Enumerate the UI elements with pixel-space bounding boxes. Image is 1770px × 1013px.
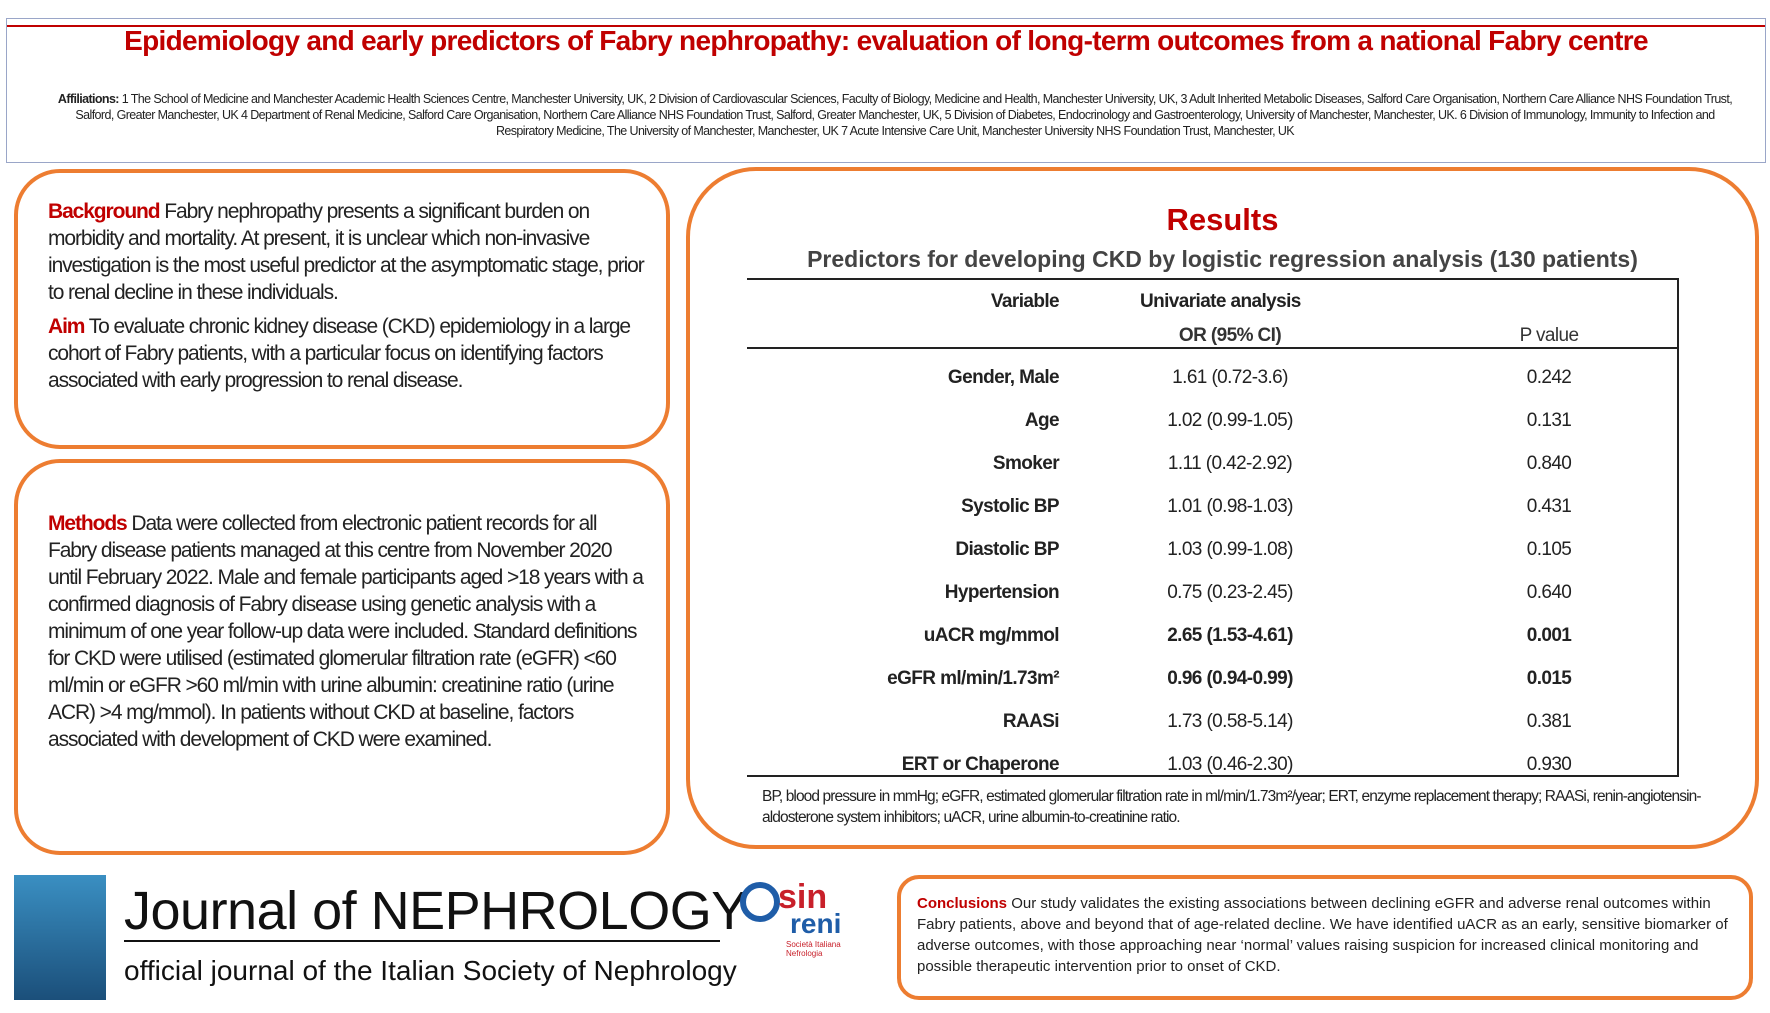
conclusions-box [897,875,1753,1000]
row-variable: uACR mg/mmol [923,625,1060,646]
logo-ring [740,882,780,922]
header-rule [747,347,1677,349]
results-box [686,167,1759,849]
background-label: Background [48,200,161,223]
row-p: 0.015 [1526,668,1572,689]
background-box [14,169,670,449]
row-variable: RAASi [1002,711,1060,732]
logo-sub: reni [790,908,842,939]
header-p: P value [1519,325,1579,346]
row-variable: Gender, Male [947,367,1060,388]
row-p: 0.381 [1526,711,1572,732]
conclusions-label: Conclusions [917,895,1008,912]
affiliations-text: 1 The School of Medicine and Manchester … [75,92,1733,138]
row-variable: Systolic BP [961,496,1060,517]
affiliations: Affiliations: 1 The School of Medicine a… [55,91,1735,139]
methods-box [14,459,670,855]
aim-label: Aim [48,315,85,338]
header-rule [7,25,1765,27]
affiliations-label: Affiliations: [57,92,120,106]
row-or: 1.11 (0.42-2.92) [1167,453,1293,474]
conclusions-text: Our study validates the existing associa… [917,895,1728,975]
results-caption: Predictors for developing CKD by logisti… [807,246,1638,272]
row-or: 1.02 (0.99-1.05) [1167,410,1293,431]
row-p: 0.001 [1526,625,1572,646]
footnote: BP, blood pressure in mmHg; eGFR, estima… [762,788,1702,826]
journal-subtitle: official journal of the Italian Society … [124,955,737,986]
header-variable: Variable [990,291,1060,312]
background-para: Background Fabry nephropathy presents a … [48,198,658,306]
row-or: 2.65 (1.53-4.61) [1167,625,1293,646]
aim-text: To evaluate chronic kidney disease (CKD)… [48,315,631,392]
row-p: 0.930 [1526,754,1572,775]
methods: Methods Data were collected from electro… [48,510,648,753]
logo-text: sin [778,878,828,916]
row-or: 0.96 (0.94-0.99) [1167,668,1293,689]
logo-small: Società Italiana Nefrologia [786,940,841,958]
journal-cover [14,875,106,1000]
row-or: 1.61 (0.72-3.6) [1172,367,1288,388]
row-p: 0.242 [1526,367,1572,388]
results-title: Results [1166,202,1279,237]
row-p: 0.640 [1526,582,1572,603]
row-or: 1.01 (0.98-1.03) [1167,496,1293,517]
aim-para: Aim To evaluate chronic kidney disease (… [48,313,658,394]
row-p: 0.840 [1526,453,1572,474]
header-or: OR (95% CI) [1178,325,1282,346]
row-or: 0.75 (0.23-2.45) [1167,582,1293,603]
background-text: Fabry nephropathy presents a significant… [48,200,645,304]
row-or: 1.73 (0.58-5.14) [1167,711,1293,732]
header: Epidemiology and early predictors of Fab… [6,18,1766,163]
row-variable: Hypertension [944,582,1060,603]
row-or: 1.03 (0.46-2.30) [1167,754,1293,775]
header-group: Univariate analysis [1140,291,1301,312]
row-variable: Diastolic BP [955,539,1059,560]
row-variable: Age [1024,410,1060,431]
row-or: 1.03 (0.99-1.08) [1167,539,1293,560]
row-variable: ERT or Chaperone [901,754,1060,775]
journal-name: Journal of NEPHROLOGY [124,881,747,941]
row-p: 0.131 [1526,410,1572,431]
row-variable: eGFR ml/min/1.73m² [887,668,1059,689]
methods-text: Data were collected from electronic pati… [48,512,644,751]
methods-label: Methods [48,512,128,535]
row-variable: Smoker [992,453,1060,474]
row-p: 0.105 [1526,539,1572,560]
background: Background Fabry nephropathy presents a … [48,198,658,394]
conclusions: Conclusions Our study validates the exis… [917,893,1737,977]
results-table: Variable Univariate analysis OR (95% CI)… [747,278,1679,777]
journal-rule [124,940,720,942]
title: Epidemiology and early predictors of Fab… [124,25,1648,56]
row-p: 0.431 [1526,496,1572,517]
